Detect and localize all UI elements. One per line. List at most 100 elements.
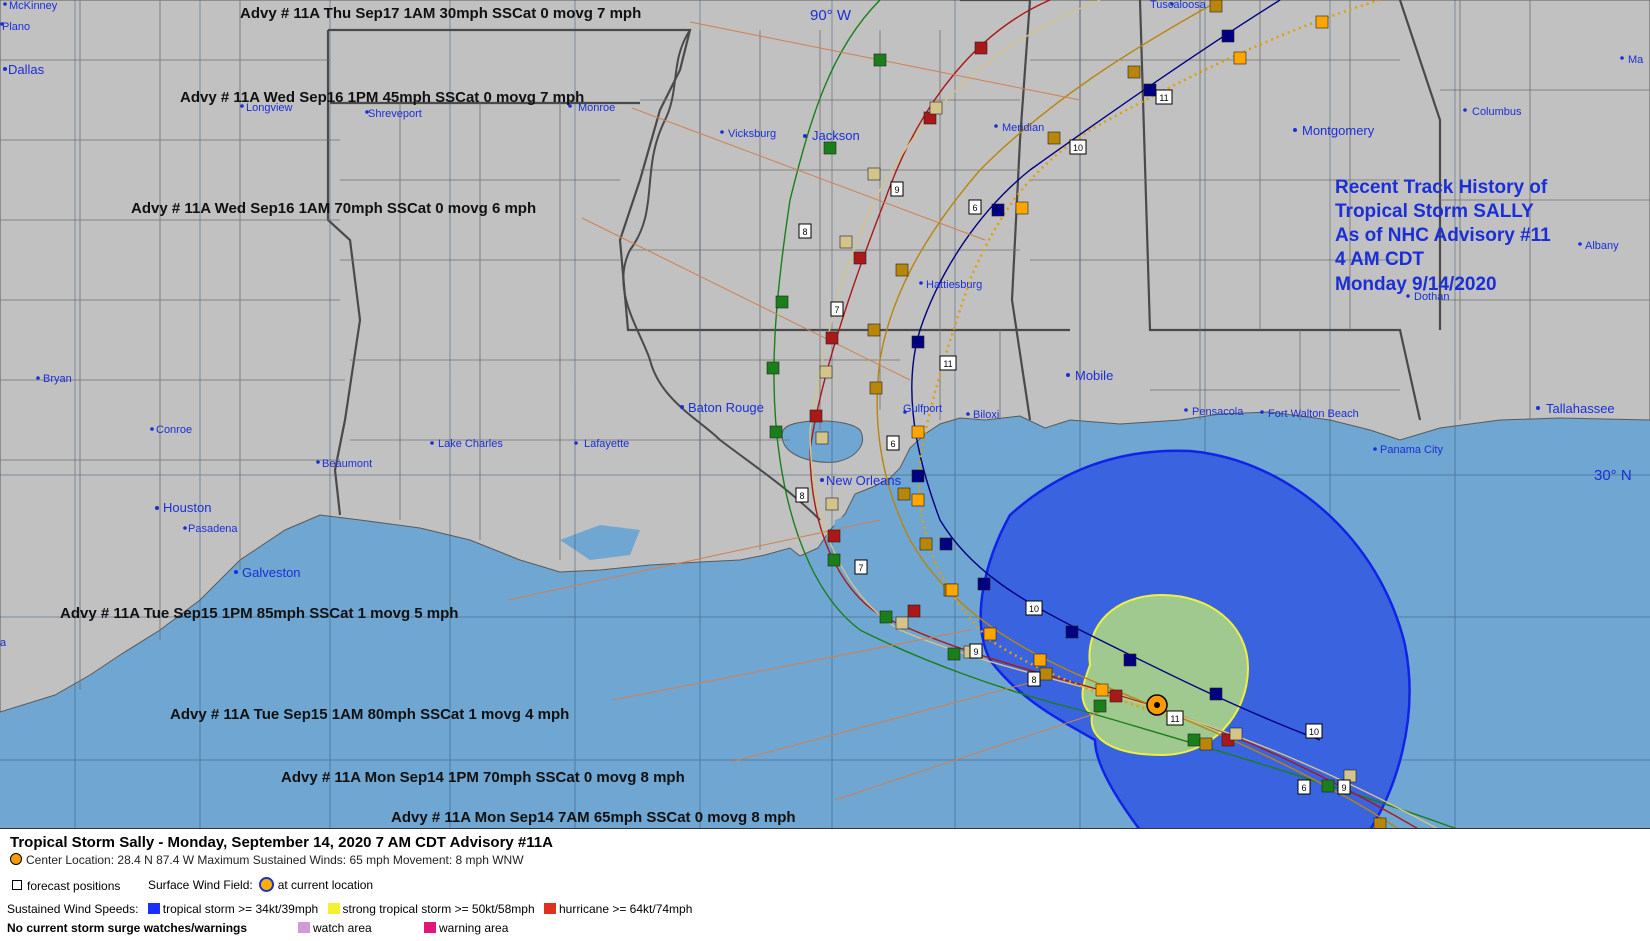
forecast-position-number: 6	[972, 203, 977, 213]
center-location-text: Center Location: 28.4 N 87.4 W Maximum S…	[26, 853, 524, 867]
city-baton-rouge: Baton Rouge	[680, 400, 764, 415]
forecast-position-number: 8	[1031, 675, 1036, 685]
forecast-position: 8	[798, 223, 812, 239]
city-dot-icon	[365, 110, 369, 114]
legend-watch-area: watch area	[298, 921, 372, 935]
city-pasadena: Pasadena	[183, 523, 238, 535]
city-ma: Ma	[1620, 54, 1644, 66]
city-gulfport: Gulfport	[903, 403, 942, 415]
city-dot-icon	[1620, 56, 1624, 60]
city-name: Dothan	[1414, 291, 1449, 303]
city-shreveport: Shreveport	[365, 108, 422, 120]
hurricane-swatch-icon	[543, 903, 556, 914]
city-albany: Albany	[1578, 240, 1619, 252]
city-dot-icon	[1578, 242, 1582, 246]
city-beaumont: Beaumont	[316, 458, 372, 470]
city-dot-icon	[803, 134, 807, 138]
forecast-position: 11	[1166, 710, 1184, 726]
city-tallahassee: Tallahassee	[1536, 401, 1615, 416]
city-name: Lake Charles	[438, 438, 503, 450]
forecast-position: 9	[969, 643, 983, 659]
forecast-position-number: 11	[1159, 93, 1168, 103]
ts-label: tropical storm >= 34kt/39mph	[162, 902, 319, 916]
city-panama-city: Panama City	[1373, 444, 1443, 456]
advisory-label: Advy # 11A Tue Sep15 1AM 80mph SSCat 1 m…	[170, 706, 569, 723]
forecast-position-number: 8	[799, 491, 804, 501]
city-dot-icon	[1260, 410, 1264, 414]
forecast-position: 6	[1297, 779, 1311, 795]
hurricane-label: hurricane >= 64kt/74mph	[558, 902, 693, 916]
lon-label: 90° W	[810, 7, 852, 24]
city-meridian: Meridian	[994, 122, 1044, 134]
city-bryan: Bryan	[36, 373, 72, 385]
legend-wind-field: Surface Wind Field: at current location	[148, 877, 373, 892]
city-a: a	[0, 637, 7, 649]
forecast-square-icon	[12, 880, 22, 890]
city-dot-icon	[240, 104, 244, 108]
forecast-position-number: 11	[1170, 714, 1179, 724]
city-name: New Orleans	[826, 473, 902, 488]
city-vicksburg: Vicksburg	[720, 128, 776, 140]
city-name: Houston	[163, 500, 211, 515]
city-dothan: Dothan	[1406, 291, 1449, 303]
forecast-position: 11	[1155, 89, 1173, 105]
watch-swatch-icon	[298, 922, 310, 933]
city-name: Fort Walton Beach	[1268, 408, 1359, 420]
city-galveston: Galveston	[234, 565, 301, 580]
city-mckinney: McKinney	[3, 0, 58, 12]
city-monroe: Monroe	[568, 102, 615, 114]
forecast-position: 9	[890, 181, 904, 197]
city-name: Panama City	[1380, 444, 1443, 456]
city-labels: McKinney Plano Dallas Tuscaloosa Longvie…	[0, 0, 1644, 649]
wind-field-label: Surface Wind Field:	[148, 878, 253, 892]
city-dot-icon	[183, 526, 187, 530]
city-dot-icon	[0, 22, 4, 26]
forecast-position-number: 10	[1309, 727, 1319, 737]
forecast-position-number: 6	[890, 439, 895, 449]
advisory-label: Advy # 11A Thu Sep17 1AM 30mph SSCat 0 m…	[240, 5, 641, 22]
city-name: Montgomery	[1302, 123, 1375, 138]
forecast-position-labels: 6 7 8 9 10 11 6 9 10 11 9 8 6 11 7 8 10	[795, 89, 1351, 795]
city-plano: Plano	[0, 21, 30, 33]
ts-swatch-icon	[147, 903, 160, 914]
city-new-orleans: New Orleans	[820, 473, 902, 488]
city-name: Pasadena	[188, 523, 238, 535]
coastal-bay	[560, 525, 640, 560]
forecast-position: 7	[854, 559, 868, 575]
city-longview: Longview	[240, 102, 293, 114]
city-name: Ma	[1628, 54, 1644, 66]
city-name: Longview	[246, 102, 293, 114]
forecast-label: forecast positions	[27, 879, 121, 893]
current-location-marker	[1146, 694, 1168, 716]
center-dot-icon	[10, 853, 22, 865]
city-dot-icon	[36, 376, 40, 380]
city-montgomery: Montgomery	[1293, 123, 1375, 138]
forecast-position: 7	[830, 301, 844, 317]
warning-swatch-icon	[424, 922, 436, 933]
city-biloxi: Biloxi	[966, 409, 999, 421]
city-dot-icon	[568, 104, 572, 108]
city-dot-icon	[1463, 108, 1467, 112]
city-name: Jackson	[812, 128, 860, 143]
forecast-position-number: 9	[894, 185, 899, 195]
city-mobile: Mobile	[1066, 368, 1113, 383]
city-name: Meridian	[1002, 122, 1044, 134]
city-jackson: Jackson	[803, 128, 860, 143]
city-dot-icon	[150, 427, 154, 431]
mississippi-river	[622, 29, 821, 521]
city-lake-charles: Lake Charles	[430, 438, 503, 450]
current-location-label: at current location	[277, 878, 374, 892]
title-line-2: Tropical Storm SALLY	[1335, 201, 1534, 222]
city-dot-icon	[1373, 447, 1377, 451]
city-dot-icon	[1293, 128, 1297, 132]
city-name: Baton Rouge	[688, 400, 764, 415]
city-name: Mobile	[1075, 368, 1113, 383]
city-pensacola: Pensacola	[1184, 406, 1244, 418]
city-name: Columbus	[1472, 106, 1522, 118]
forecast-position: 10	[1069, 139, 1087, 155]
city-name: a	[0, 637, 7, 649]
city-name: McKinney	[9, 0, 58, 12]
delta-water	[830, 510, 880, 575]
forecast-position-number: 8	[802, 227, 807, 237]
